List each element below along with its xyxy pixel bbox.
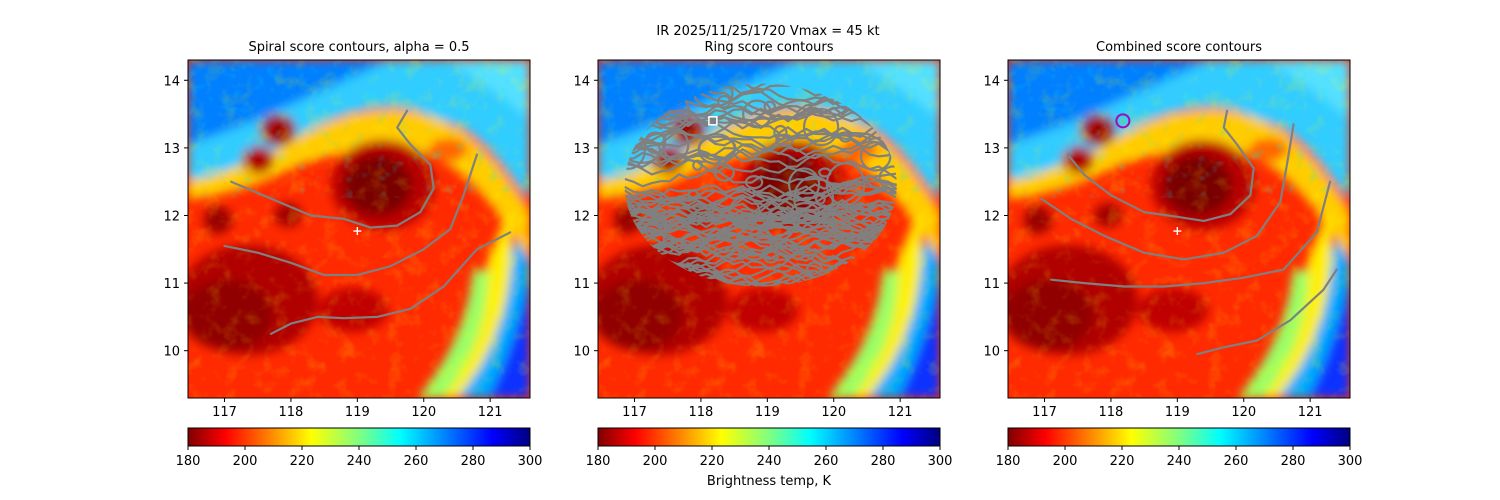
- score-contour-2: [1040, 123, 1295, 261]
- x-tick-label: 120: [1231, 405, 1256, 420]
- y-tick-label: 13: [983, 142, 1000, 157]
- colorbar-tick-label: 240: [757, 454, 782, 469]
- colorbar-tick-label: 180: [996, 454, 1021, 469]
- x-tick-label: 121: [478, 405, 503, 420]
- y-tick-label: 14: [163, 74, 180, 89]
- y-tick-label: 11: [573, 277, 590, 292]
- y-tick-label: 10: [983, 345, 1000, 360]
- panel-2: Ring score contours 117 118 119 120 121 10 11 12…: [573, 40, 952, 469]
- x-tick-label: 117: [212, 405, 237, 420]
- x-tick-label: 118: [1099, 405, 1124, 420]
- axes-frame: [187, 59, 531, 399]
- x-tick-label: 121: [888, 405, 913, 420]
- colorbar-tick-label: 240: [1167, 454, 1192, 469]
- figure-suptitle: IR 2025/11/25/1720 Vmax = 45 kt: [656, 24, 879, 39]
- x-tick-label: 118: [689, 405, 714, 420]
- score-contour-3: [1050, 180, 1332, 288]
- y-tick-label: 13: [163, 142, 180, 157]
- colorbar: [597, 427, 941, 447]
- score-contour-4: [1196, 268, 1338, 356]
- colorbar-tick-label: 300: [518, 454, 543, 469]
- score-contour-1: [230, 109, 435, 229]
- x-tick-label: 117: [622, 405, 647, 420]
- colorbar-tick-label: 260: [814, 454, 839, 469]
- colorbar-tick-label: 220: [290, 454, 315, 469]
- y-tick-label: 12: [983, 209, 1000, 224]
- colorbar-tick-label: 280: [871, 454, 896, 469]
- panel-3: Combined score contours 117 118 119 120 121 10…: [983, 40, 1362, 469]
- panels: Spiral score contours, alpha = 0.5 117 118…: [163, 40, 1362, 469]
- score-contour-1: [1066, 109, 1255, 222]
- colorbar-tick-label: 300: [928, 454, 953, 469]
- colorbar-tick-label: 180: [586, 454, 611, 469]
- colorbar-tick-label: 240: [347, 454, 372, 469]
- center-marker: [708, 116, 718, 126]
- score-contour-3: [269, 231, 512, 335]
- panel-title: Spiral score contours, alpha = 0.5: [248, 40, 469, 55]
- colorbar-tick-label: 200: [1053, 454, 1078, 469]
- colorbar-tick-label: 200: [233, 454, 258, 469]
- colorbar-tick-label: 280: [461, 454, 486, 469]
- colorbar-label: Brightness temp, K: [707, 474, 832, 489]
- colorbar-tick-label: 220: [700, 454, 725, 469]
- panel-title: Ring score contours: [704, 40, 833, 55]
- y-tick-label: 12: [573, 209, 590, 224]
- best-center-circle: [1115, 113, 1131, 129]
- x-tick-label: 118: [279, 405, 304, 420]
- brightness-image: [998, 60, 1350, 398]
- colorbar-tick-label: 260: [404, 454, 429, 469]
- y-tick-label: 14: [573, 74, 590, 89]
- y-tick-label: 13: [573, 142, 590, 157]
- colorbar-tick-label: 300: [1338, 454, 1363, 469]
- x-tick-label: 119: [1165, 405, 1190, 420]
- x-tick-label: 119: [345, 405, 370, 420]
- y-tick-label: 11: [983, 277, 1000, 292]
- y-tick-label: 11: [163, 277, 180, 292]
- panel-1: Spiral score contours, alpha = 0.5 117 118…: [163, 40, 542, 469]
- panel-title: Combined score contours: [1096, 40, 1262, 55]
- x-tick-label: 121: [1298, 405, 1323, 420]
- best-center-marker: [1119, 117, 1127, 125]
- colorbar-tick-label: 200: [643, 454, 668, 469]
- axes-frame: [1007, 59, 1351, 399]
- colorbar-tick-label: 280: [1281, 454, 1306, 469]
- colorbar-tick-label: 220: [1110, 454, 1135, 469]
- brightness-image: [178, 60, 530, 398]
- colorbar-tick-label: 180: [176, 454, 201, 469]
- y-tick-label: 10: [573, 345, 590, 360]
- center-marker: [353, 227, 362, 236]
- x-tick-label: 120: [821, 405, 846, 420]
- colorbar: [187, 427, 531, 447]
- axes-frame: [597, 59, 941, 399]
- y-tick-label: 14: [983, 74, 1000, 89]
- score-contour-2: [223, 153, 478, 277]
- colorbar: [1007, 427, 1351, 447]
- x-tick-label: 119: [755, 405, 780, 420]
- colorbar-tick-label: 260: [1224, 454, 1249, 469]
- y-tick-label: 10: [163, 345, 180, 360]
- y-tick-label: 12: [163, 209, 180, 224]
- x-tick-label: 120: [411, 405, 436, 420]
- center-marker: [1173, 227, 1182, 236]
- x-tick-label: 117: [1032, 405, 1057, 420]
